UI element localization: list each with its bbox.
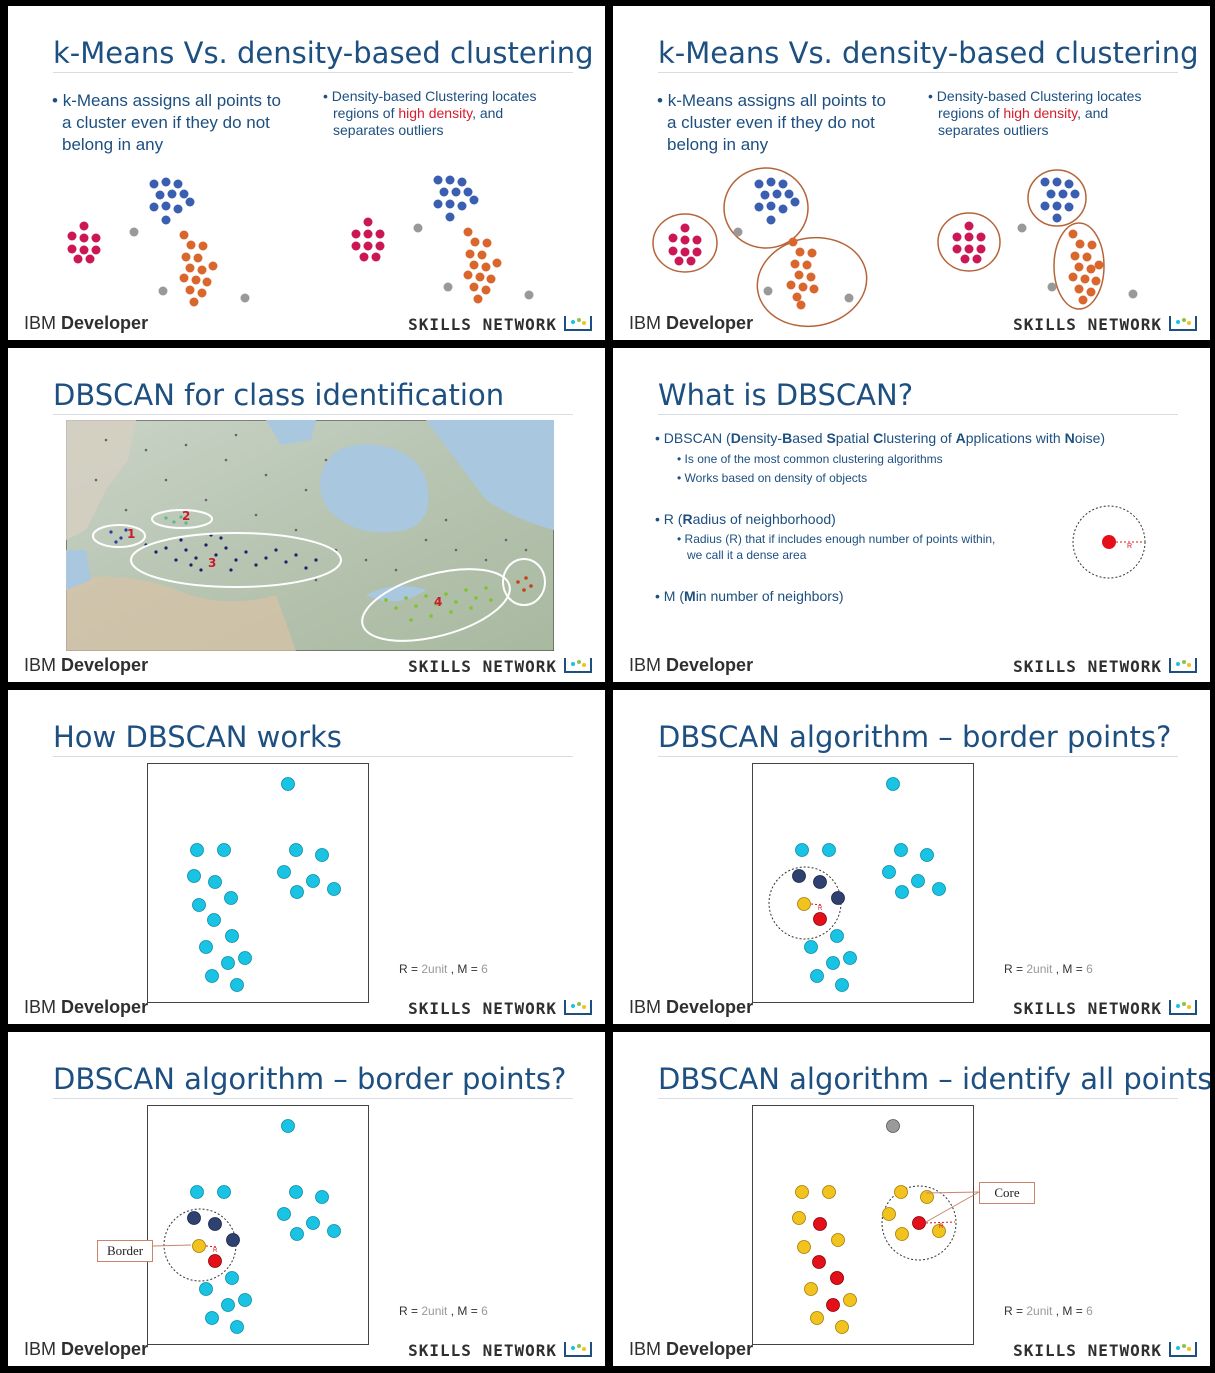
slide-title: DBSCAN algorithm – border points? xyxy=(658,720,1178,757)
ibm-developer-logo: IBM Developer xyxy=(24,313,149,333)
skills-network-logo: SKILLS NETWORK xyxy=(408,1341,557,1360)
slide-title: DBSCAN for class identification xyxy=(53,378,573,415)
svg-text:4: 4 xyxy=(434,595,442,609)
sub-bullet-radius: • Radius (R) that if includes enough num… xyxy=(677,532,996,562)
right-bullet: • Density-based Clustering locates regio… xyxy=(323,88,537,138)
skills-network-logo: SKILLS NETWORK xyxy=(408,999,557,1018)
sub-bullet-common: • Is one of the most common clustering a… xyxy=(677,452,943,466)
slide-border-points-1: DBSCAN algorithm – border points? xyxy=(613,690,1210,1024)
slide-kmeans-vs-density-2: k-Means Vs. density-based clustering • k… xyxy=(613,6,1210,340)
svg-text:R: R xyxy=(213,1248,218,1254)
skills-network-logo: SKILLS NETWORK xyxy=(1013,999,1162,1018)
slide-title: How DBSCAN works xyxy=(53,720,573,757)
svg-text:R: R xyxy=(818,906,823,912)
skills-network-logo: SKILLS NETWORK xyxy=(408,315,557,334)
ibm-developer-logo: IBM Developer xyxy=(629,1339,754,1359)
slide-what-is-dbscan: What is DBSCAN? • DBSCAN (Density-Based … xyxy=(613,348,1210,682)
slide-identify-all-points: DBSCAN algorithm – identify all points R xyxy=(613,1032,1210,1366)
skills-network-icon xyxy=(564,316,592,331)
core-callout: Core xyxy=(979,1182,1035,1204)
svg-text:1: 1 xyxy=(127,527,135,541)
slide-border-points-2: DBSCAN algorithm – border points? xyxy=(8,1032,605,1366)
canada-map: 1 2 3 4 xyxy=(66,420,554,651)
skills-network-logo: SKILLS NETWORK xyxy=(1013,657,1162,676)
point-plot xyxy=(147,763,369,1003)
border-callout-line xyxy=(152,1244,192,1247)
point-plot: R xyxy=(752,1105,974,1345)
skills-network-icon xyxy=(1169,316,1197,331)
slide-title: DBSCAN algorithm – border points? xyxy=(53,1062,573,1099)
slide-how-dbscan-works: How DBSCAN works R = 2unit , M = 6 IBM D… xyxy=(8,690,605,1024)
bullet-dbscan-definition: • DBSCAN (Density-Based Spatial Clusteri… xyxy=(655,430,1106,446)
slide-title: k-Means Vs. density-based clustering xyxy=(53,36,594,73)
params-label: R = 2unit , M = 6 xyxy=(1004,962,1093,976)
ibm-developer-logo: IBM Developer xyxy=(629,997,754,1017)
skills-network-logo: SKILLS NETWORK xyxy=(1013,315,1162,334)
skills-network-icon xyxy=(1169,1342,1197,1357)
slide-title: What is DBSCAN? xyxy=(658,378,1178,415)
skills-network-icon xyxy=(564,658,592,673)
skills-network-icon xyxy=(564,1342,592,1357)
right-bullet: • Density-based Clustering locates regio… xyxy=(928,88,1142,138)
left-bullet: • k-Means assigns all points to a cluste… xyxy=(657,91,886,154)
core-callout-line xyxy=(925,1191,980,1223)
svg-text:R: R xyxy=(939,1224,944,1230)
svg-text:R: R xyxy=(1127,543,1132,550)
sub-bullet-density: • Works based on density of objects xyxy=(677,471,868,485)
slide-title: k-Means Vs. density-based clustering xyxy=(658,36,1199,73)
cluster-scatter xyxy=(67,175,534,307)
ibm-developer-logo: IBM Developer xyxy=(24,655,149,675)
cluster-scatter-with-outlines xyxy=(652,167,1138,328)
params-label: R = 2unit , M = 6 xyxy=(1004,1304,1093,1318)
bullet-min-neighbors: • M (Min number of neighbors) xyxy=(655,588,844,604)
left-bullet: • k-Means assigns all points to a cluste… xyxy=(52,91,281,154)
ibm-developer-logo: IBM Developer xyxy=(629,313,754,333)
point-plot: R xyxy=(752,763,974,1003)
bullet-radius: • R (Radius of neighborhood) xyxy=(655,511,836,527)
skills-network-icon xyxy=(1169,1000,1197,1015)
params-label: R = 2unit , M = 6 xyxy=(399,1304,488,1318)
ibm-developer-logo: IBM Developer xyxy=(24,997,149,1017)
slide-dbscan-class-identification: DBSCAN for class identification xyxy=(8,348,605,682)
slide-kmeans-vs-density-1: k-Means Vs. density-based clustering • k… xyxy=(8,6,605,340)
svg-text:3: 3 xyxy=(208,556,216,570)
border-callout: Border xyxy=(97,1240,153,1262)
skills-network-icon xyxy=(1169,658,1197,673)
slide-title: DBSCAN algorithm – identify all points xyxy=(658,1062,1210,1099)
ibm-developer-logo: IBM Developer xyxy=(629,655,754,675)
point-plot: R xyxy=(147,1105,369,1345)
params-label: R = 2unit , M = 6 xyxy=(399,962,488,976)
skills-network-logo: SKILLS NETWORK xyxy=(1013,1341,1162,1360)
skills-network-logo: SKILLS NETWORK xyxy=(408,657,557,676)
skills-network-icon xyxy=(564,1000,592,1015)
svg-text:2: 2 xyxy=(182,509,190,523)
radius-diagram: R xyxy=(1072,505,1146,579)
ibm-developer-logo: IBM Developer xyxy=(24,1339,149,1359)
